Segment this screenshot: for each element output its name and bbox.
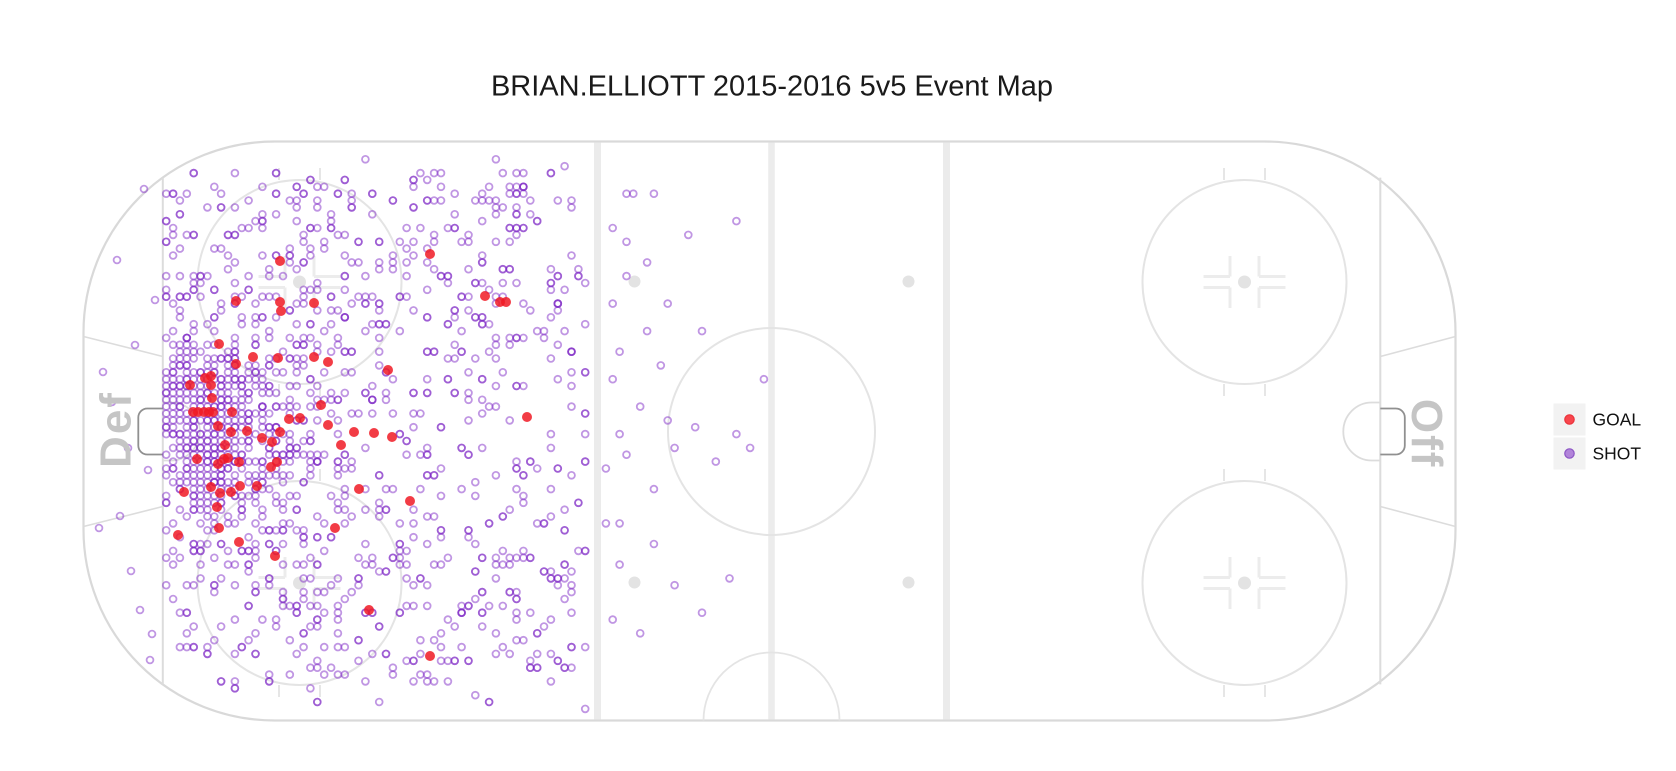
svg-text:Off: Off bbox=[1402, 399, 1451, 469]
svg-text:SHOT: SHOT bbox=[1593, 444, 1642, 464]
svg-text:BRIAN.ELLIOTT 2015-2016 5v5 Ev: BRIAN.ELLIOTT 2015-2016 5v5 Event Map bbox=[491, 71, 1053, 103]
svg-text:Def: Def bbox=[92, 391, 141, 468]
svg-text:GOAL: GOAL bbox=[1593, 410, 1642, 430]
